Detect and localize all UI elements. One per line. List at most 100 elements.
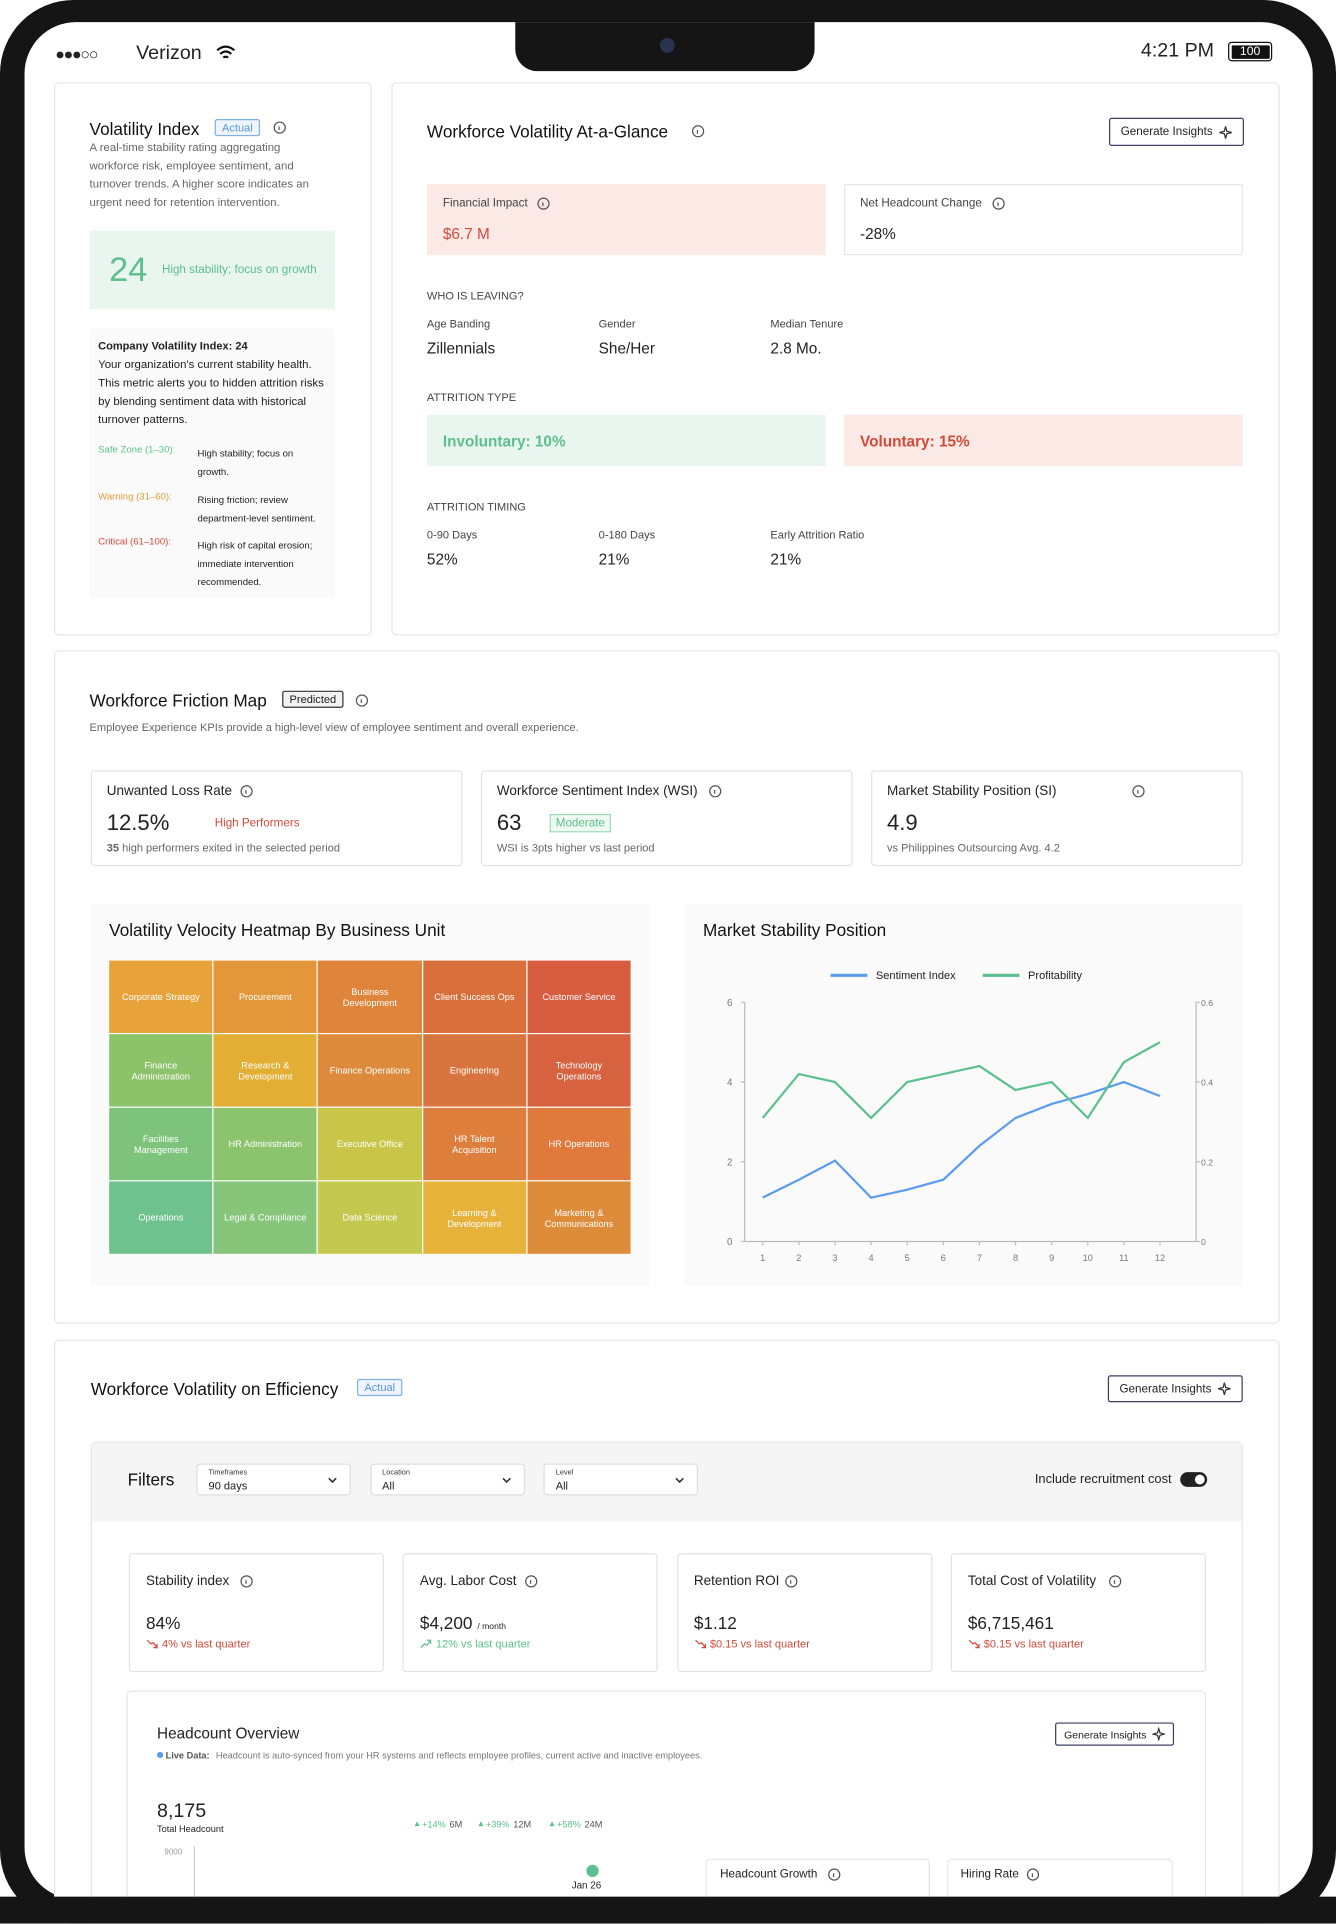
clock: 4:21 PM — [1140, 40, 1215, 62]
heatmap-cell: Marketing & Communications — [527, 1181, 631, 1254]
y2-tick-label: 0.2 — [1201, 1157, 1213, 1167]
value: 21% — [770, 550, 802, 569]
cell-label: Learning & Development — [447, 1206, 502, 1229]
note-text: 4.2 — [1044, 841, 1060, 854]
section-label: WHO IS LEAVING? — [426, 289, 524, 302]
dropdown[interactable]: Location All — [369, 1463, 525, 1496]
y-tick-label: 4 — [727, 1078, 733, 1089]
heatmap: Corporate Strategy Procurement Business De… — [109, 960, 631, 1254]
description: A real-time stability rating aggregating… — [89, 141, 309, 209]
info-icon — [691, 125, 705, 138]
marker — [586, 1864, 599, 1878]
heatmap-cell: Data Science — [318, 1181, 422, 1254]
cell-label: Engineering — [449, 1064, 499, 1076]
chevron — [675, 1477, 684, 1484]
kpi-value: 63 — [496, 810, 522, 835]
title: Workforce Volatility At-a-Glance — [426, 121, 669, 142]
kpi-value: $6,715,461 — [968, 1613, 1054, 1633]
button-label: Generate Insights — [1064, 1727, 1147, 1741]
cell-label: HR Administration — [228, 1138, 303, 1150]
dropdown-value: All — [382, 1479, 395, 1492]
generate-insights-button[interactable]: Generate Insights — [1107, 1375, 1243, 1403]
heatmap-cell: Executive Office — [318, 1107, 422, 1181]
x-tick-label: 7 — [977, 1253, 982, 1263]
trend-icon — [968, 1639, 980, 1649]
headcount-box — [844, 184, 1243, 256]
change: $0.15 vs last quarter — [983, 1637, 1084, 1651]
label: Financial Impact — [442, 196, 528, 211]
x-tick-label: 6 — [941, 1253, 946, 1263]
x-tick-label: 10 — [1083, 1253, 1093, 1263]
info-icon — [1026, 1868, 1040, 1881]
section-label: ATTRITION TIMING — [426, 500, 526, 513]
x-tick-label: 4 — [869, 1253, 874, 1263]
kpi-card — [402, 1553, 658, 1673]
zone-text: High risk of capital erosion; immediate … — [197, 539, 313, 588]
legend-label: Profitability — [1028, 970, 1082, 982]
info-icon — [273, 121, 286, 134]
score: 24 — [109, 250, 148, 289]
kpi-card — [871, 770, 1243, 867]
subtitle: Employee Experience KPIs provide a high-… — [89, 721, 579, 734]
value: 52% — [426, 550, 458, 569]
info-icon — [828, 1868, 841, 1881]
heatmap-cell: Corporate Strategy — [109, 960, 213, 1033]
live-text: Headcount is auto-synced from your HR sy… — [215, 1750, 703, 1762]
cell-label: Legal & Compliance — [224, 1212, 307, 1224]
label: Early Attrition Ratio — [770, 528, 865, 542]
mini-card-label: Headcount Growth — [720, 1867, 818, 1882]
info-icon — [785, 1575, 798, 1588]
info-icon — [355, 694, 369, 707]
filters-title: Filters — [127, 1469, 175, 1490]
heatmap-cell: Legal & Compliance — [213, 1181, 317, 1254]
heatmap-cell: HR Administration — [213, 1107, 317, 1181]
kpi-card — [676, 1553, 932, 1673]
value: She/Her — [598, 339, 655, 358]
heatmap-cell: HR Talent Acquisition — [422, 1107, 527, 1181]
mini-card-label: Hiring Rate — [960, 1867, 1019, 1882]
label: 0-90 Days — [426, 528, 478, 542]
dropdown-label: Location — [382, 1469, 410, 1478]
dropdown-value: 90 days — [208, 1479, 248, 1492]
arrow — [414, 1821, 420, 1827]
score-box — [89, 230, 335, 310]
y2-tick-label: 0.4 — [1201, 1078, 1213, 1088]
camera — [660, 38, 675, 53]
zone-label: Warning (31–60): — [98, 490, 172, 502]
note-text: vs Philippines Outsourcing Avg. — [886, 841, 1042, 854]
sparkle-icon — [1217, 1382, 1231, 1396]
label: Age Banding — [426, 317, 491, 331]
info-icon — [1132, 785, 1145, 798]
y2-tick-label: 0.6 — [1201, 998, 1213, 1008]
cell-label: Technology Operations — [555, 1059, 603, 1082]
cell-label: Business Development — [342, 985, 397, 1008]
label: Median Tenure — [770, 317, 844, 331]
chart-panel — [684, 904, 1243, 1286]
kpi-label: Workforce Sentiment Index (WSI) — [496, 783, 698, 799]
generate-insights-button[interactable]: Generate Insights — [1055, 1722, 1175, 1746]
toggle-knob — [1194, 1474, 1205, 1485]
kpi-value: 4.9 — [886, 810, 918, 835]
kpi-value: 12.5% — [106, 810, 170, 835]
dropdown[interactable]: Level All — [543, 1463, 699, 1496]
badge: Actual — [357, 1378, 403, 1397]
zone-text: High stability; focus on growth. — [197, 447, 294, 478]
toggle[interactable] — [1180, 1472, 1208, 1487]
value: -28% — [859, 225, 896, 243]
info-icon — [1109, 1575, 1122, 1588]
arrow — [478, 1821, 484, 1827]
kpi-tag: High Performers — [214, 816, 300, 830]
generate-insights-button[interactable]: Generate Insights — [1109, 117, 1244, 146]
x-tick-label: 5 — [905, 1253, 910, 1263]
chip: +14% 6M — [414, 1819, 466, 1830]
x-tick-label: 9 — [1049, 1253, 1054, 1263]
heatmap-cell: Operations — [109, 1181, 213, 1254]
live-label: Live Data: — [165, 1750, 210, 1762]
kpi-change: 12% vs last quarter — [420, 1638, 530, 1650]
wifi-icon — [216, 45, 236, 59]
dropdown[interactable]: Timeframes 90 days — [196, 1463, 351, 1496]
y-tick-label: 2 — [727, 1157, 732, 1168]
axis-line — [193, 1846, 196, 1902]
heatmap-cell: Procurement — [213, 960, 317, 1033]
battery: 100 — [1228, 41, 1273, 62]
